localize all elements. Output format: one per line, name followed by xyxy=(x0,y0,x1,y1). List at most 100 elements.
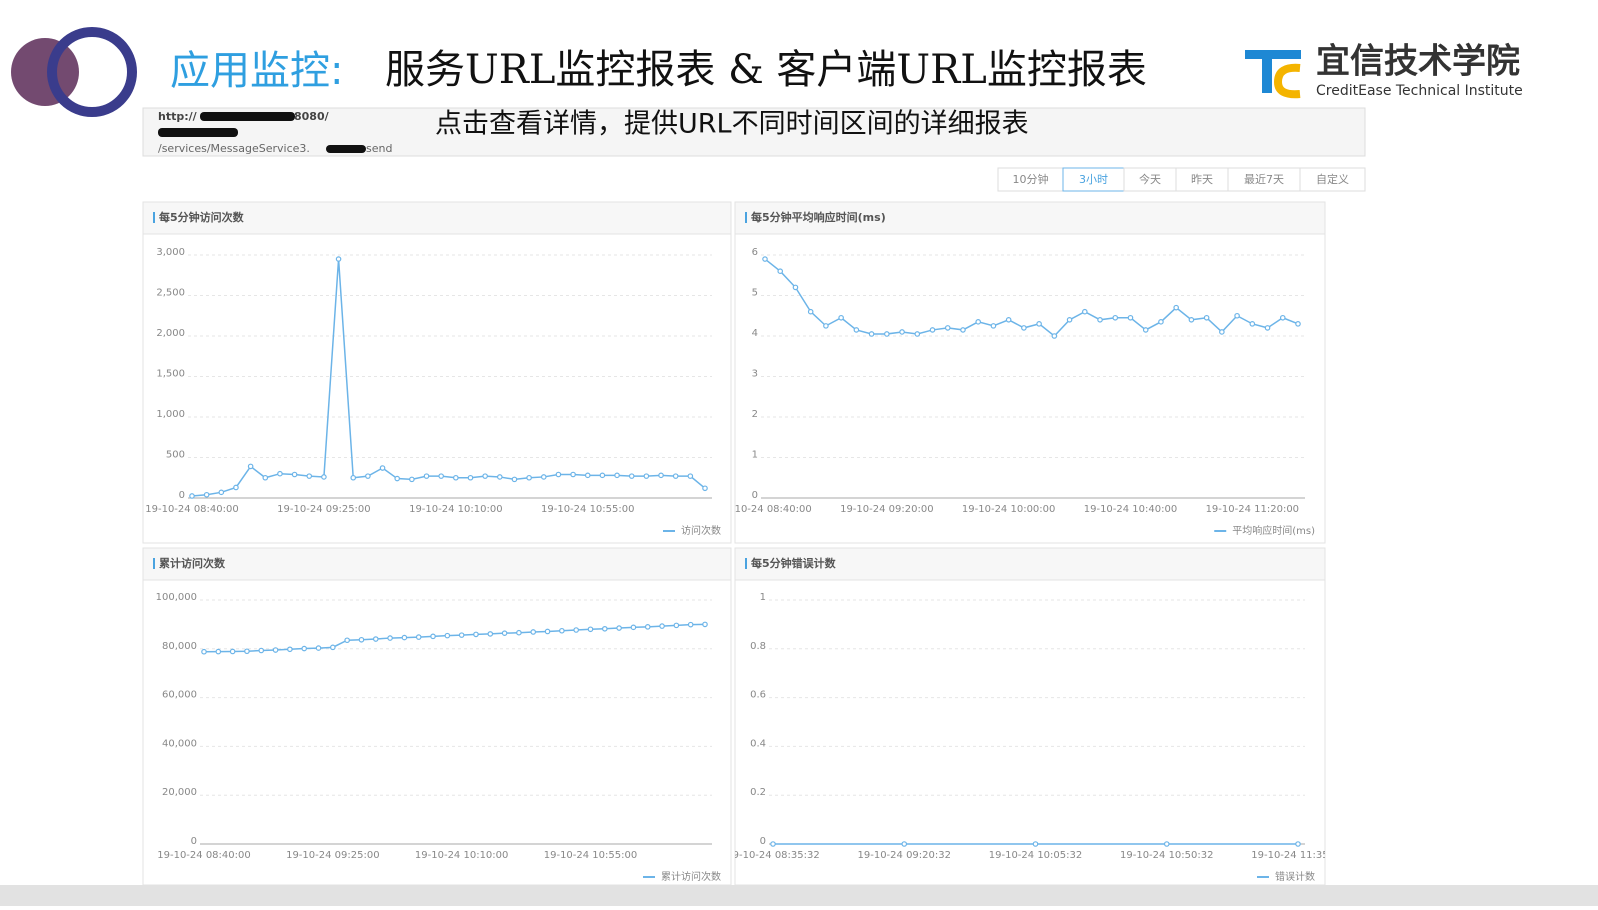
y-tick-label: 20,000 xyxy=(162,787,197,798)
data-point xyxy=(616,625,622,631)
data-point xyxy=(315,645,322,651)
y-tick-label: 2 xyxy=(752,409,758,420)
data-point xyxy=(658,472,664,479)
data-point xyxy=(1005,316,1012,323)
x-tick-label: 19-10-24 10:10:00 xyxy=(409,504,502,515)
data-point xyxy=(458,632,465,638)
data-point xyxy=(587,626,594,633)
data-point xyxy=(702,621,708,628)
y-tick-label: 80,000 xyxy=(162,641,197,652)
data-point xyxy=(544,628,551,635)
data-point xyxy=(792,284,799,291)
data-point xyxy=(244,648,250,655)
data-point xyxy=(1163,841,1170,847)
data-point xyxy=(530,629,537,635)
data-point xyxy=(599,472,606,479)
note: 点击查看详情，提供URL不同时间区间的详细报表 xyxy=(435,109,1029,140)
data-point xyxy=(501,630,508,636)
chart-header xyxy=(142,201,732,235)
series-line xyxy=(764,258,1299,338)
chart-panel xyxy=(142,547,732,886)
data-point xyxy=(944,325,951,331)
data-point xyxy=(258,647,265,654)
x-tick-label: 19-10-24 10:55:00 xyxy=(541,504,634,515)
data-point xyxy=(838,314,844,321)
range-button-label[interactable]: 今天 xyxy=(1139,172,1161,186)
data-point xyxy=(516,629,522,636)
data-point xyxy=(659,623,665,629)
data-point xyxy=(229,648,236,655)
data-point xyxy=(884,331,890,337)
range-button-label[interactable]: 昨天 xyxy=(1191,173,1213,186)
range-button-label[interactable]: 最近7天 xyxy=(1244,173,1284,186)
title-accent xyxy=(745,212,747,223)
range-button-label[interactable]: 10分钟 xyxy=(1013,172,1049,186)
x-tick-label: 19-10-24 09:25:00 xyxy=(277,504,370,515)
y-tick-label: 0 xyxy=(191,836,197,847)
data-point xyxy=(628,473,635,479)
data-point xyxy=(559,627,565,634)
title-accent xyxy=(153,212,155,223)
y-tick-label: 1 xyxy=(752,450,758,461)
range-button-label[interactable]: 自定义 xyxy=(1316,172,1349,186)
y-tick-label: 0.2 xyxy=(750,787,766,798)
data-point xyxy=(1066,316,1073,323)
data-point xyxy=(511,476,518,483)
url-text: send xyxy=(366,142,392,155)
chart-header xyxy=(734,201,1326,235)
chart: 0 500 1,000 1,500 2,000 2,500 3,000 19-10-24 08… xyxy=(145,247,721,537)
data-point xyxy=(526,474,532,481)
data-point xyxy=(601,625,608,632)
data-point xyxy=(687,473,694,479)
data-point xyxy=(555,471,562,478)
range-button[interactable] xyxy=(1299,167,1366,192)
title-accent xyxy=(745,558,747,569)
chart: 0 0.2 0.4 0.6 0.8 1 19-10-24 08:35:32 19-10-24 … xyxy=(735,592,1344,883)
redaction xyxy=(200,112,295,121)
data-point xyxy=(584,472,591,479)
x-tick-label: 19-10-24 09:25:00 xyxy=(286,850,379,861)
data-point xyxy=(277,470,283,477)
url-text: 8080/ xyxy=(294,110,330,123)
legend-label: 平均响应时间(ms) xyxy=(1232,524,1315,537)
legend-label: 错误计数 xyxy=(1275,870,1315,883)
data-point xyxy=(203,491,210,498)
data-point xyxy=(379,465,386,471)
chart-header xyxy=(142,547,732,581)
data-point xyxy=(215,648,222,655)
x-tick-label: 19-10-24 11:35:32 xyxy=(1251,850,1344,861)
data-point xyxy=(467,474,474,481)
x-tick-label: 19-10-24 10:10:00 xyxy=(415,850,508,861)
data-point xyxy=(1051,333,1058,339)
data-point xyxy=(1249,321,1256,327)
data-point xyxy=(770,841,776,847)
data-point xyxy=(853,327,860,333)
redaction xyxy=(158,128,238,137)
title-accent xyxy=(153,558,155,569)
chart-title: 累计访问次数 xyxy=(159,556,226,570)
data-point xyxy=(868,331,875,337)
chart-title: 每5分钟错误计数 xyxy=(751,556,837,570)
x-tick-label: 19-10-24 10:55:00 xyxy=(544,850,637,861)
data-point xyxy=(291,471,298,478)
data-point xyxy=(496,474,503,480)
data-point xyxy=(218,489,225,496)
data-point xyxy=(1127,314,1134,321)
data-point xyxy=(914,331,921,337)
range-button-label[interactable]: 3小时 xyxy=(1079,173,1108,186)
title-prefix: 应用监控: xyxy=(170,48,343,94)
data-point xyxy=(444,632,451,639)
data-point xyxy=(1188,316,1195,323)
data-point xyxy=(687,621,694,628)
data-point xyxy=(614,472,620,479)
data-point xyxy=(990,323,997,329)
data-point xyxy=(1032,841,1039,847)
chart: 0 1 2 3 4 5 6 19-10-24 08:40:00 19-10-24 09:20:0… xyxy=(735,247,1315,537)
data-point xyxy=(573,627,579,633)
y-tick-label: 2,000 xyxy=(156,328,185,339)
data-point xyxy=(1036,321,1042,327)
data-point xyxy=(1295,321,1301,327)
data-point xyxy=(189,493,195,499)
brand-name: 宜信技术学院 xyxy=(1316,42,1520,82)
